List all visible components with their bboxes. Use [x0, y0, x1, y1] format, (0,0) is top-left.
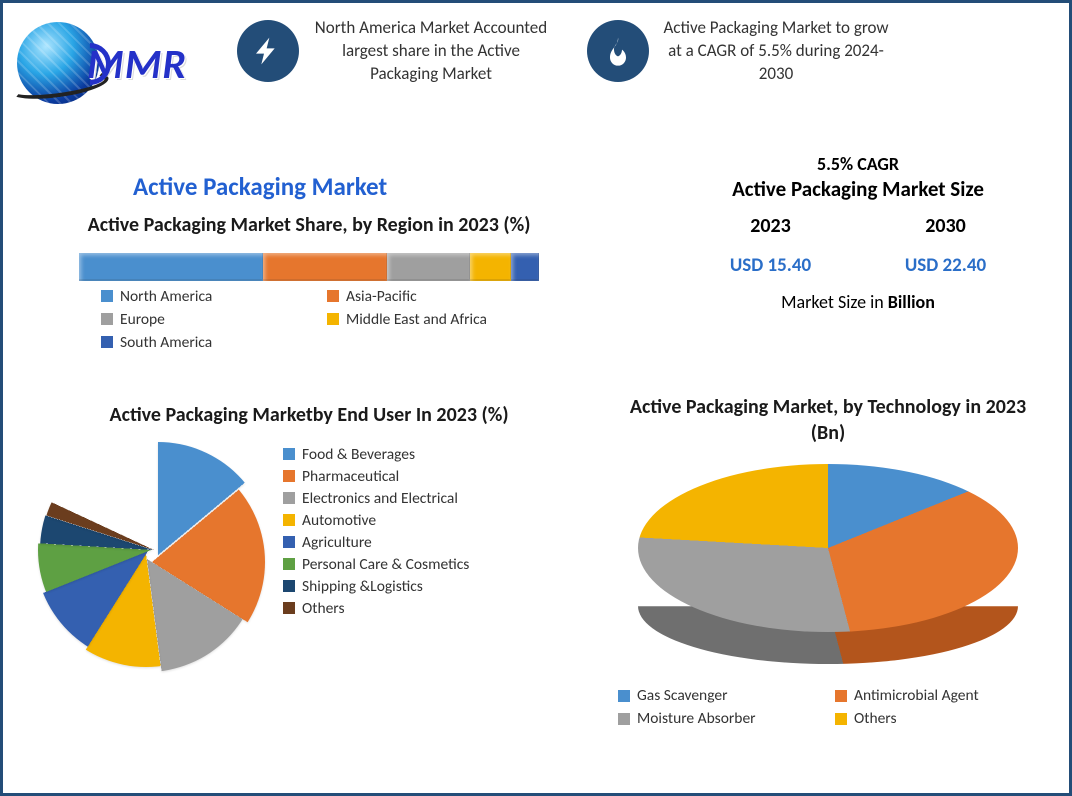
legend-item: North America	[101, 287, 313, 306]
legend-label: Electronics and Electrical	[302, 489, 458, 508]
enduser-chart-title: Active Packaging Marketby End User In 20…	[79, 403, 539, 429]
enduser-legend: Food & Beverages Pharmaceutical Electronic…	[283, 445, 469, 618]
legend-label: Food & Beverages	[302, 445, 415, 464]
legend-swatch	[101, 336, 113, 348]
legend-item: Others	[283, 599, 469, 618]
legend-label: Others	[302, 599, 345, 618]
legend-swatch	[283, 558, 295, 570]
legend-item: Europe	[101, 310, 313, 329]
highlight-cagr: Active Packaging Market to grow at a CAG…	[587, 17, 891, 86]
region-legend: North America Asia-Pacific Europe Middle Ea…	[79, 287, 539, 352]
year-2023: 2023	[750, 214, 791, 238]
legend-label: Middle East and Africa	[346, 310, 487, 329]
legend-label: Personal Care & Cosmetics	[302, 555, 469, 574]
legend-item: Moisture Absorber	[618, 709, 821, 728]
pie-slice	[41, 437, 267, 663]
legend-swatch	[618, 690, 630, 702]
legend-label: North America	[120, 287, 212, 306]
year-2030: 2030	[925, 214, 966, 238]
legend-swatch	[101, 290, 113, 302]
legend-label: Others	[854, 709, 897, 728]
legend-label: Antimicrobial Agent	[854, 686, 979, 705]
technology-legend: Gas Scavenger Antimicrobial Agent Moisture…	[618, 686, 1038, 728]
value-2023: USD 15.40	[730, 254, 811, 277]
technology-chart: Active Packaging Market, by Technology i…	[603, 395, 1053, 728]
legend-item: Food & Beverages	[283, 445, 469, 464]
bolt-icon	[237, 20, 299, 82]
technology-chart-title: Active Packaging Market, by Technology i…	[618, 395, 1038, 446]
legend-label: Pharmaceutical	[302, 467, 399, 486]
region-stacked-bar	[79, 253, 539, 281]
legend-label: Europe	[120, 310, 165, 329]
legend-swatch	[327, 313, 339, 325]
flame-icon	[587, 20, 649, 82]
legend-label: Gas Scavenger	[637, 686, 727, 705]
legend-item: Automotive	[283, 511, 469, 530]
highlight-text: North America Market Accounted largest s…	[311, 17, 551, 86]
region-segment	[263, 253, 387, 281]
legend-item: Electronics and Electrical	[283, 489, 469, 508]
region-segment	[470, 253, 511, 281]
size-title: Active Packaging Market Size	[683, 177, 1033, 202]
legend-label: South America	[120, 333, 212, 352]
legend-item: South America	[101, 333, 313, 352]
legend-item: Gas Scavenger	[618, 686, 821, 705]
enduser-pie	[39, 443, 265, 669]
main-title: Active Packaging Market	[133, 171, 387, 202]
legend-item: Shipping &Logistics	[283, 577, 469, 596]
legend-swatch	[283, 470, 295, 482]
legend-swatch	[618, 713, 630, 725]
mmr-logo: MMR	[17, 17, 197, 109]
legend-swatch	[101, 313, 113, 325]
enduser-chart: Active Packaging Marketby End User In 20…	[39, 403, 579, 669]
region-segment	[511, 253, 539, 281]
legend-item: Antimicrobial Agent	[835, 686, 1038, 705]
legend-item: Asia-Pacific	[327, 287, 539, 306]
legend-label: Automotive	[302, 511, 376, 530]
highlight-north-america: North America Market Accounted largest s…	[237, 17, 551, 86]
legend-label: Agriculture	[302, 533, 372, 552]
cagr-label: 5.5% CAGR	[683, 153, 1033, 175]
legend-swatch	[835, 690, 847, 702]
legend-item: Middle East and Africa	[327, 310, 539, 329]
size-values: USD 15.40 USD 22.40	[683, 254, 1033, 277]
legend-label: Shipping &Logistics	[302, 577, 423, 596]
highlight-text: Active Packaging Market to grow at a CAG…	[661, 17, 891, 86]
logo-text: MMR	[87, 39, 187, 90]
region-chart-title: Active Packaging Market Share, by Region…	[59, 213, 559, 239]
legend-item: Agriculture	[283, 533, 469, 552]
technology-pie3d	[638, 464, 1018, 664]
market-size-block: 5.5% CAGR Active Packaging Market Size 2…	[683, 153, 1033, 313]
legend-swatch	[283, 514, 295, 526]
legend-swatch	[283, 580, 295, 592]
size-years: 2023 2030	[683, 214, 1033, 238]
legend-item: Pharmaceutical	[283, 467, 469, 486]
region-segment	[387, 253, 470, 281]
legend-label: Asia-Pacific	[346, 287, 417, 306]
region-chart: Active Packaging Market Share, by Region…	[59, 213, 559, 352]
technology-pie-top	[638, 464, 1018, 632]
legend-swatch	[283, 602, 295, 614]
size-unit: Market Size in Billion	[683, 291, 1033, 313]
header-row: MMR North America Market Accounted large…	[3, 3, 1069, 109]
legend-swatch	[283, 536, 295, 548]
legend-label: Moisture Absorber	[637, 709, 756, 728]
region-segment	[79, 253, 263, 281]
legend-swatch	[283, 448, 295, 460]
legend-swatch	[283, 492, 295, 504]
legend-item: Others	[835, 709, 1038, 728]
legend-swatch	[327, 290, 339, 302]
legend-item: Personal Care & Cosmetics	[283, 555, 469, 574]
legend-swatch	[835, 713, 847, 725]
value-2030: USD 22.40	[905, 254, 986, 277]
